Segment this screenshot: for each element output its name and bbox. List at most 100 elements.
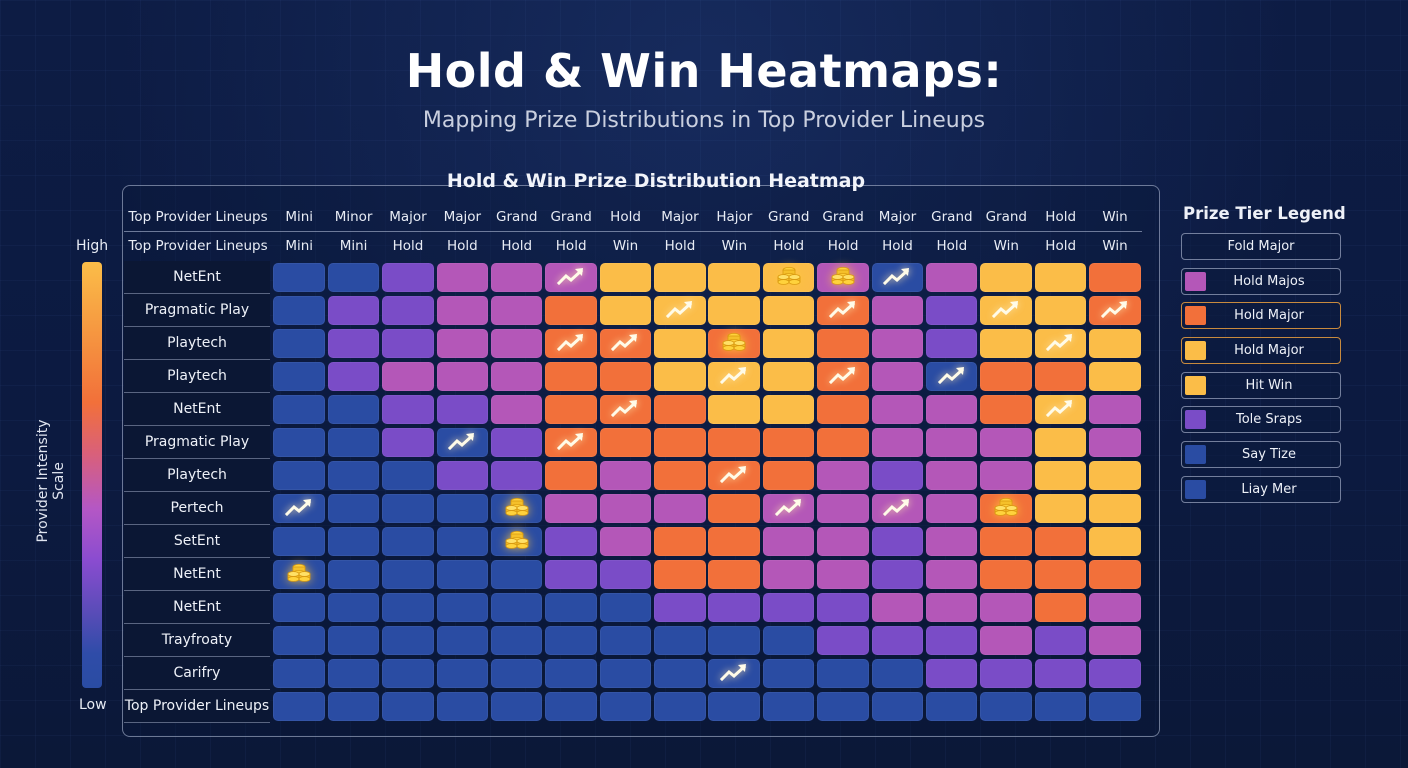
heatmap-cell[interactable]	[654, 295, 706, 326]
heatmap-cell[interactable]	[1034, 526, 1087, 557]
heatmap-cell[interactable]	[327, 526, 380, 557]
heatmap-cell[interactable]	[490, 592, 543, 623]
heatmap-cell[interactable]	[436, 460, 489, 491]
heatmap-cell[interactable]	[599, 625, 652, 656]
legend-item[interactable]: Hold Majos	[1181, 267, 1341, 295]
heatmap-cell[interactable]	[708, 493, 760, 524]
heatmap-cell[interactable]	[654, 493, 706, 524]
heatmap-cell[interactable]	[382, 262, 434, 293]
heatmap-cell[interactable]	[708, 592, 760, 623]
heatmap-cell[interactable]	[762, 592, 815, 623]
heatmap-cell[interactable]	[599, 262, 652, 293]
heatmap-cell[interactable]	[1089, 625, 1141, 656]
heatmap-cell[interactable]	[436, 658, 489, 689]
heatmap-cell[interactable]	[980, 394, 1032, 425]
heatmap-cell[interactable]	[490, 328, 543, 359]
heatmap-cell[interactable]	[762, 361, 815, 392]
heatmap-cell[interactable]	[327, 658, 380, 689]
heatmap-cell[interactable]	[925, 559, 978, 590]
heatmap-cell[interactable]	[871, 361, 924, 392]
heatmap-cell[interactable]	[871, 592, 924, 623]
heatmap-cell[interactable]	[654, 592, 706, 623]
heatmap-cell[interactable]	[654, 361, 706, 392]
heatmap-cell[interactable]	[654, 394, 706, 425]
heatmap-cell[interactable]	[762, 493, 815, 524]
heatmap-cell[interactable]	[545, 526, 597, 557]
heatmap-cell[interactable]	[545, 625, 597, 656]
heatmap-cell[interactable]	[925, 460, 978, 491]
heatmap-cell[interactable]	[273, 460, 325, 491]
heatmap-cell[interactable]	[545, 691, 597, 722]
heatmap-cell[interactable]	[925, 658, 978, 689]
heatmap-cell[interactable]	[654, 460, 706, 491]
heatmap-cell[interactable]	[327, 394, 380, 425]
heatmap-cell[interactable]	[980, 625, 1032, 656]
heatmap-cell[interactable]	[545, 658, 597, 689]
heatmap-cell[interactable]	[382, 460, 434, 491]
heatmap-cell[interactable]	[599, 427, 652, 458]
heatmap-cell[interactable]	[708, 625, 760, 656]
heatmap-cell[interactable]	[436, 328, 489, 359]
heatmap-cell[interactable]	[273, 526, 325, 557]
heatmap-cell[interactable]	[654, 658, 706, 689]
heatmap-cell[interactable]	[1089, 526, 1141, 557]
heatmap-cell[interactable]	[490, 526, 543, 557]
heatmap-cell[interactable]	[545, 559, 597, 590]
heatmap-cell[interactable]	[273, 658, 325, 689]
heatmap-cell[interactable]	[708, 427, 760, 458]
heatmap-cell[interactable]	[490, 394, 543, 425]
heatmap-cell[interactable]	[327, 295, 380, 326]
heatmap-cell[interactable]	[925, 262, 978, 293]
heatmap-cell[interactable]	[980, 262, 1032, 293]
heatmap-cell[interactable]	[762, 691, 815, 722]
heatmap-cell[interactable]	[382, 526, 434, 557]
heatmap-cell[interactable]	[1034, 658, 1087, 689]
heatmap-cell[interactable]	[762, 262, 815, 293]
heatmap-cell[interactable]	[1089, 559, 1141, 590]
heatmap-cell[interactable]	[273, 493, 325, 524]
heatmap-cell[interactable]	[708, 295, 760, 326]
heatmap-cell[interactable]	[545, 295, 597, 326]
heatmap-cell[interactable]	[599, 559, 652, 590]
heatmap-cell[interactable]	[327, 427, 380, 458]
heatmap-cell[interactable]	[1034, 295, 1087, 326]
legend-item[interactable]: Fold Major	[1181, 233, 1341, 260]
heatmap-cell[interactable]	[708, 460, 760, 491]
heatmap-cell[interactable]	[273, 592, 325, 623]
heatmap-cell[interactable]	[382, 427, 434, 458]
heatmap-cell[interactable]	[436, 262, 489, 293]
heatmap-cell[interactable]	[599, 493, 652, 524]
heatmap-cell[interactable]	[1034, 262, 1087, 293]
heatmap-cell[interactable]	[871, 295, 924, 326]
heatmap-cell[interactable]	[1034, 427, 1087, 458]
heatmap-cell[interactable]	[273, 691, 325, 722]
heatmap-cell[interactable]	[871, 493, 924, 524]
heatmap-cell[interactable]	[654, 427, 706, 458]
heatmap-cell[interactable]	[871, 559, 924, 590]
heatmap-cell[interactable]	[490, 691, 543, 722]
heatmap-cell[interactable]	[654, 559, 706, 590]
legend-item[interactable]: Tole Sraps	[1181, 406, 1341, 434]
heatmap-cell[interactable]	[925, 328, 978, 359]
heatmap-cell[interactable]	[273, 394, 325, 425]
heatmap-cell[interactable]	[490, 361, 543, 392]
heatmap-cell[interactable]	[654, 262, 706, 293]
heatmap-cell[interactable]	[980, 493, 1032, 524]
heatmap-cell[interactable]	[817, 559, 869, 590]
heatmap-cell[interactable]	[762, 625, 815, 656]
heatmap-cell[interactable]	[273, 427, 325, 458]
heatmap-cell[interactable]	[871, 394, 924, 425]
heatmap-cell[interactable]	[1089, 493, 1141, 524]
heatmap-cell[interactable]	[925, 427, 978, 458]
heatmap-cell[interactable]	[436, 493, 489, 524]
heatmap-cell[interactable]	[871, 262, 924, 293]
heatmap-cell[interactable]	[980, 559, 1032, 590]
heatmap-cell[interactable]	[1089, 361, 1141, 392]
heatmap-cell[interactable]	[871, 526, 924, 557]
heatmap-cell[interactable]	[980, 460, 1032, 491]
heatmap-cell[interactable]	[599, 328, 652, 359]
heatmap-cell[interactable]	[382, 328, 434, 359]
heatmap-cell[interactable]	[708, 394, 760, 425]
heatmap-cell[interactable]	[654, 625, 706, 656]
heatmap-cell[interactable]	[762, 394, 815, 425]
